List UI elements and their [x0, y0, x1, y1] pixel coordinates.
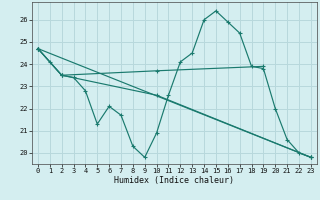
- X-axis label: Humidex (Indice chaleur): Humidex (Indice chaleur): [115, 176, 234, 185]
